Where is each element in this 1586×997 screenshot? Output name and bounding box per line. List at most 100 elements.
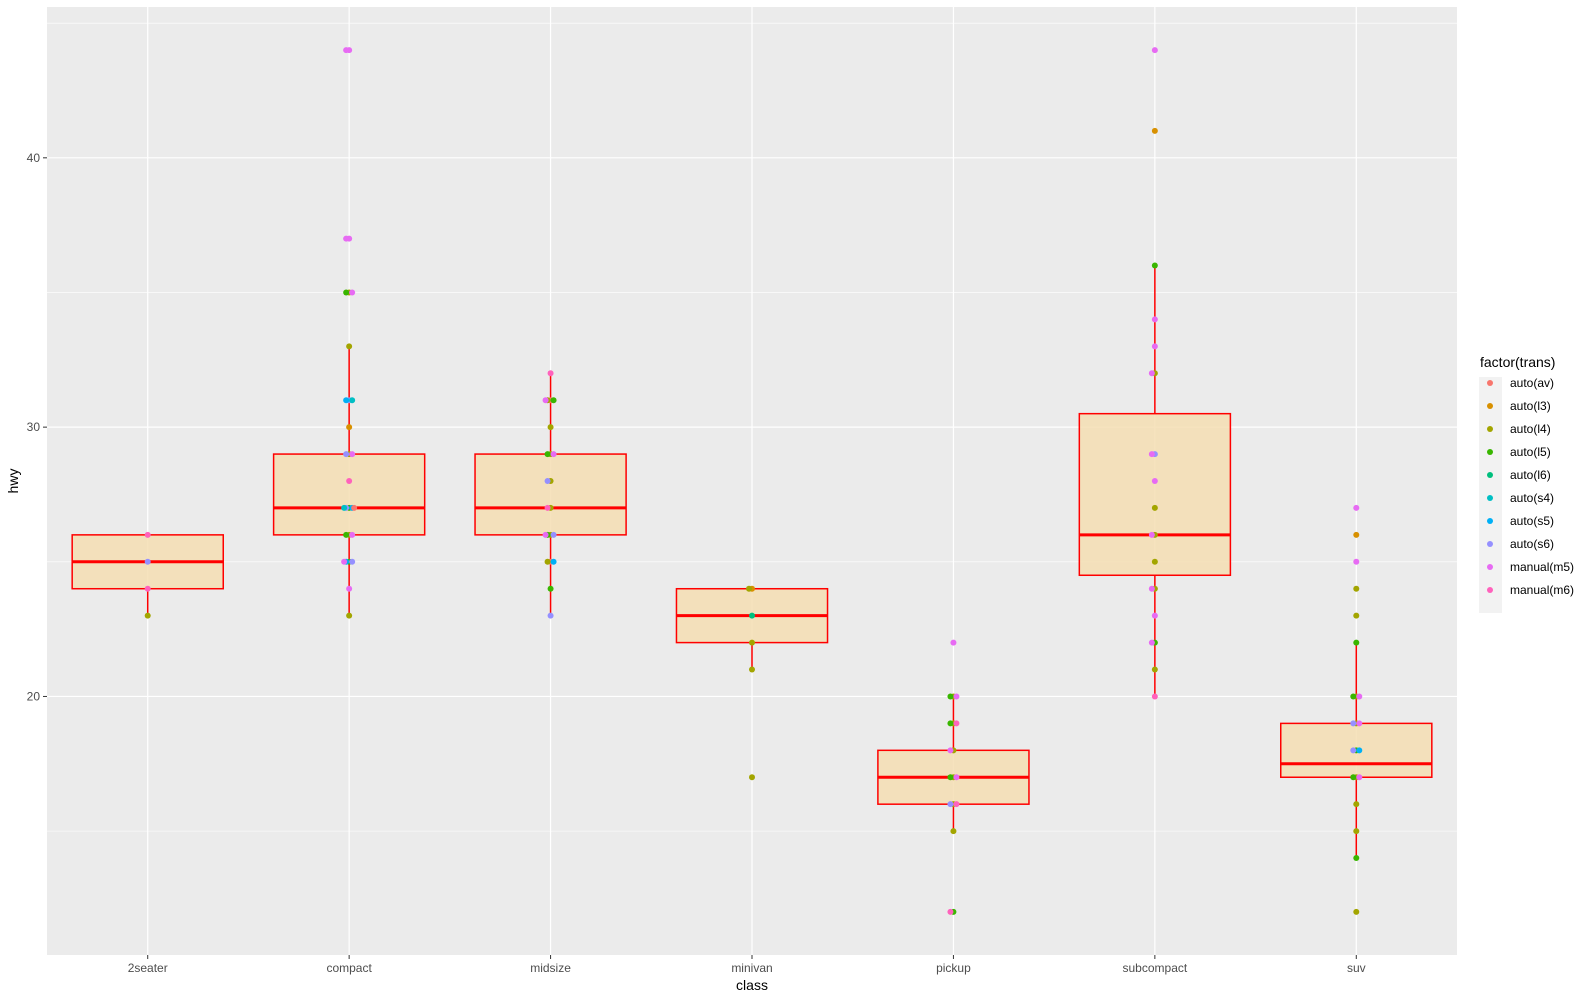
x-tick-label-compact: compact — [326, 961, 372, 975]
point-2seater — [144, 531, 151, 538]
x-tick-label-suv: suv — [1347, 961, 1366, 975]
point-minivan — [749, 612, 755, 619]
point-subcompact — [1151, 558, 1158, 565]
point-subcompact — [1151, 693, 1158, 700]
point-compact — [349, 397, 356, 404]
x-tick-label-pickup: pickup — [936, 961, 971, 975]
legend-key-manual(m6) — [1487, 587, 1493, 593]
point-subcompact — [1148, 639, 1155, 646]
point-subcompact — [1151, 666, 1158, 673]
point-midsize — [547, 424, 554, 431]
legend-label-auto(l6): auto(l6) — [1510, 468, 1551, 482]
point-midsize — [544, 504, 551, 511]
point-subcompact — [1151, 127, 1158, 134]
point-subcompact — [1148, 370, 1155, 377]
box-body — [474, 453, 627, 536]
point-subcompact — [1151, 343, 1158, 350]
point-midsize — [550, 451, 557, 458]
point-pickup — [953, 720, 960, 727]
y-tick-label: 20 — [27, 689, 41, 703]
legend-title: factor(trans) — [1480, 354, 1555, 370]
legend-key-auto(s5) — [1487, 518, 1493, 524]
legend-key-manual(m5) — [1487, 564, 1493, 570]
legend-key-background — [1479, 377, 1502, 613]
y-axis: 20 30 40 — [27, 151, 47, 703]
legend-key-auto(l6) — [1487, 472, 1493, 478]
point-suv — [1350, 774, 1357, 781]
legend-key-auto(l4) — [1487, 426, 1493, 432]
point-suv — [1356, 693, 1363, 700]
point-suv — [1353, 558, 1360, 565]
point-minivan — [749, 774, 755, 781]
point-subcompact — [1151, 262, 1158, 269]
y-tick-label: 30 — [27, 420, 41, 434]
box-body — [272, 453, 426, 536]
point-compact — [341, 504, 348, 511]
point-suv — [1350, 747, 1357, 754]
point-suv — [1353, 855, 1360, 862]
point-compact — [343, 289, 350, 296]
point-midsize — [550, 397, 557, 404]
legend-label-manual(m5): manual(m5) — [1510, 560, 1574, 574]
legend: factor(trans) auto(av) auto(l3) auto(l4) au… — [1479, 354, 1574, 613]
point-subcompact — [1151, 504, 1158, 511]
point-pickup — [953, 693, 960, 700]
point-midsize — [544, 558, 551, 565]
point-compact — [343, 47, 350, 54]
point-compact — [343, 451, 350, 458]
legend-label-auto(l5): auto(l5) — [1510, 445, 1551, 459]
point-suv — [1350, 720, 1357, 727]
point-compact — [341, 558, 348, 565]
point-compact — [346, 585, 353, 592]
x-axis-title: class — [736, 977, 768, 993]
point-suv — [1350, 693, 1357, 700]
point-subcompact — [1148, 451, 1155, 458]
point-compact — [349, 451, 356, 458]
point-compact — [351, 504, 358, 511]
legend-label-manual(m6): manual(m6) — [1510, 583, 1574, 597]
point-compact — [346, 612, 353, 619]
point-midsize — [547, 370, 554, 377]
point-midsize — [550, 558, 557, 565]
point-minivan — [746, 585, 752, 592]
point-midsize — [547, 585, 554, 592]
points — [144, 47, 1363, 915]
point-midsize — [550, 531, 557, 538]
x-axis: 2seater compact midsize minivan pickup subcom… — [128, 955, 1366, 975]
point-suv — [1356, 774, 1363, 781]
point-suv — [1356, 747, 1363, 754]
point-suv — [1353, 531, 1360, 538]
legend-label-auto(l3): auto(l3) — [1510, 399, 1551, 413]
point-suv — [1353, 801, 1360, 808]
point-pickup — [947, 720, 954, 727]
point-midsize — [544, 451, 551, 458]
y-axis-title: hwy — [5, 469, 21, 494]
legend-label-auto(av): auto(av) — [1510, 376, 1554, 390]
point-compact — [346, 478, 353, 484]
point-pickup — [953, 801, 960, 808]
y-tick-label: 40 — [27, 151, 41, 165]
point-compact — [349, 289, 356, 296]
point-suv — [1353, 585, 1360, 592]
point-pickup — [947, 801, 954, 808]
legend-key-auto(s4) — [1487, 495, 1493, 501]
point-pickup — [947, 774, 954, 781]
point-pickup — [950, 828, 957, 835]
point-midsize — [542, 531, 549, 538]
legend-key-auto(s6) — [1487, 541, 1493, 547]
point-pickup — [950, 639, 957, 646]
point-suv — [1353, 639, 1360, 646]
point-suv — [1353, 612, 1360, 619]
point-2seater — [144, 558, 151, 565]
legend-label-auto(l4): auto(l4) — [1510, 422, 1551, 436]
point-midsize — [547, 612, 554, 619]
x-tick-label-2seater: 2seater — [128, 961, 168, 975]
point-pickup — [947, 693, 954, 700]
point-subcompact — [1151, 478, 1158, 484]
point-subcompact — [1148, 585, 1155, 592]
box-midsize — [474, 373, 627, 616]
point-suv — [1353, 504, 1360, 511]
point-midsize — [542, 397, 549, 404]
point-compact — [343, 235, 350, 242]
point-2seater — [144, 585, 151, 592]
